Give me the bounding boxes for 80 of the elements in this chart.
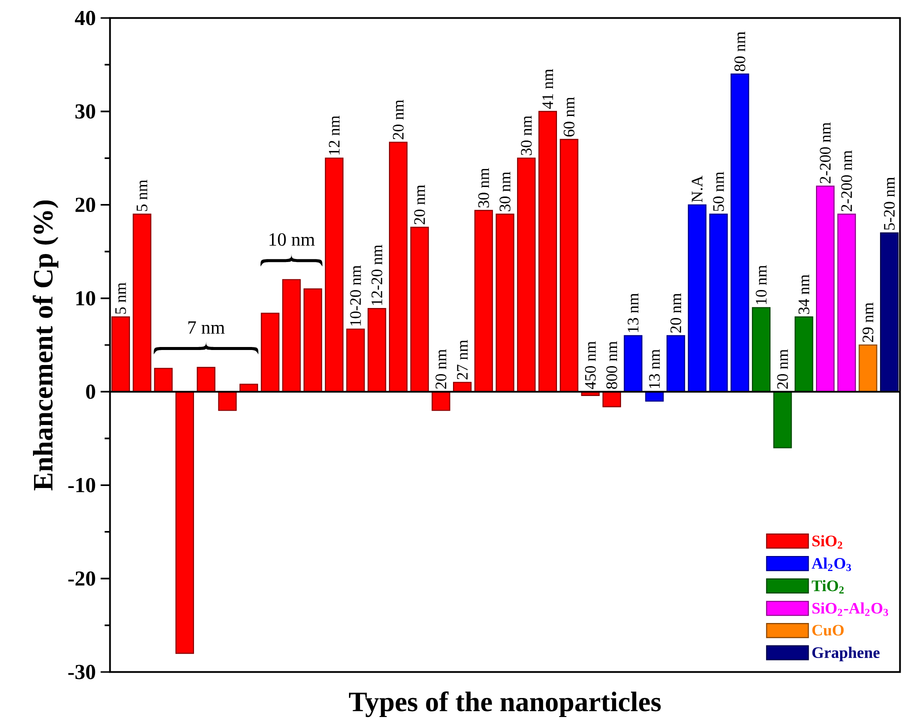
- bar: [304, 288, 322, 392]
- legend-label: SiO$_{2}$: [812, 535, 842, 549]
- bar: [324, 158, 344, 392]
- x-tick-label: 13 nm: [628, 293, 638, 332]
- x-tick-label: 20 nm: [670, 293, 682, 333]
- y-tick-label: 30: [75, 104, 96, 119]
- bar: [837, 214, 856, 392]
- x-tick-label: 29 nm: [862, 302, 874, 342]
- x-tick-label: 20 nm: [392, 100, 404, 140]
- x-tick-label: 5-20 nm: [884, 177, 895, 230]
- y-tick-label: 10: [76, 291, 96, 306]
- bar: [218, 391, 237, 411]
- bar: [688, 204, 706, 392]
- bar: [773, 391, 792, 448]
- x-tick-label: 5 nm: [115, 282, 126, 314]
- y-tick-label: -10: [68, 478, 96, 492]
- x-tick-label: 20 nm: [436, 349, 446, 389]
- bar: [410, 226, 429, 392]
- x-tick-label: 41 nm: [542, 68, 553, 109]
- x-tick-label: 2-200 nm: [841, 150, 852, 212]
- bar: [880, 232, 899, 392]
- x-tick-label: 50 nm: [713, 172, 724, 212]
- legend-label: CuO: [812, 624, 844, 636]
- bar: [752, 307, 771, 392]
- x-tick-label: 27 nm: [456, 340, 468, 380]
- bar: [388, 142, 408, 392]
- x-tick-label: 13 nm: [649, 349, 660, 388]
- bar: [858, 344, 878, 392]
- bar: [794, 316, 814, 392]
- bar: [368, 308, 386, 392]
- bar: [496, 214, 514, 392]
- x-tick-label: 450 nm: [585, 341, 596, 390]
- bar: [282, 279, 301, 392]
- bar: [175, 391, 194, 654]
- y-tick-label: 20: [76, 198, 96, 212]
- y-tick-label: 0: [86, 384, 96, 399]
- bar: [346, 328, 365, 392]
- x-tick-label: 34 nm: [798, 274, 810, 314]
- bar: [730, 74, 750, 392]
- x-axis-title: Types of the nanoparticles: [348, 691, 661, 718]
- x-tick-label: 5 nm: [136, 180, 148, 212]
- x-tick-label: 800 nm: [606, 341, 618, 389]
- legend-label: TiO$_{2}$: [812, 580, 844, 594]
- x-tick-label: 2-200 nm: [820, 122, 831, 184]
- bar: [111, 316, 130, 392]
- bar: [816, 186, 835, 392]
- bar: [154, 368, 173, 392]
- x-tick-label: 20 nm: [414, 184, 425, 224]
- x-tick-label: 20 nm: [777, 349, 788, 389]
- bar: [260, 312, 280, 392]
- bar: [602, 391, 622, 408]
- y-tick-label: -20: [68, 571, 96, 586]
- x-tick-label: N.A: [692, 176, 703, 202]
- x-tick-label: 10-20 nm: [350, 265, 361, 326]
- y-tick-label: 40: [74, 10, 96, 26]
- legend-label: Graphene: [812, 646, 880, 662]
- bar: [517, 158, 536, 392]
- bar: [666, 335, 686, 392]
- bar: [432, 391, 450, 411]
- bar: [560, 138, 578, 392]
- bar: [538, 110, 557, 392]
- annotation: 10 nm: [270, 233, 315, 246]
- x-tick-label: 60 nm: [564, 97, 574, 136]
- bar: [624, 335, 642, 392]
- legend-label: SiO$_{2}$-Al$_{2}$O$_{3}$: [812, 602, 888, 616]
- x-tick-label: 12-20 nm: [371, 244, 382, 305]
- y-axis-title: Enhancement of Cp (%): [32, 200, 58, 490]
- bar: [132, 214, 152, 392]
- x-tick-label: 30 nm: [500, 172, 510, 212]
- bar: [709, 214, 728, 392]
- x-tick-label: 12 nm: [328, 116, 340, 154]
- bar: [196, 366, 216, 392]
- x-tick-label: 30 nm: [478, 168, 490, 208]
- x-tick-label: 30 nm: [520, 116, 532, 156]
- x-tick-label: 80 nm: [734, 32, 746, 72]
- x-tick-label: 10 nm: [756, 265, 767, 304]
- y-tick-label: -30: [68, 664, 96, 680]
- annotation: 7 nm: [188, 321, 225, 334]
- legend-label: Al$_{2}$O$_{3}$: [812, 558, 851, 572]
- bar: [474, 210, 493, 392]
